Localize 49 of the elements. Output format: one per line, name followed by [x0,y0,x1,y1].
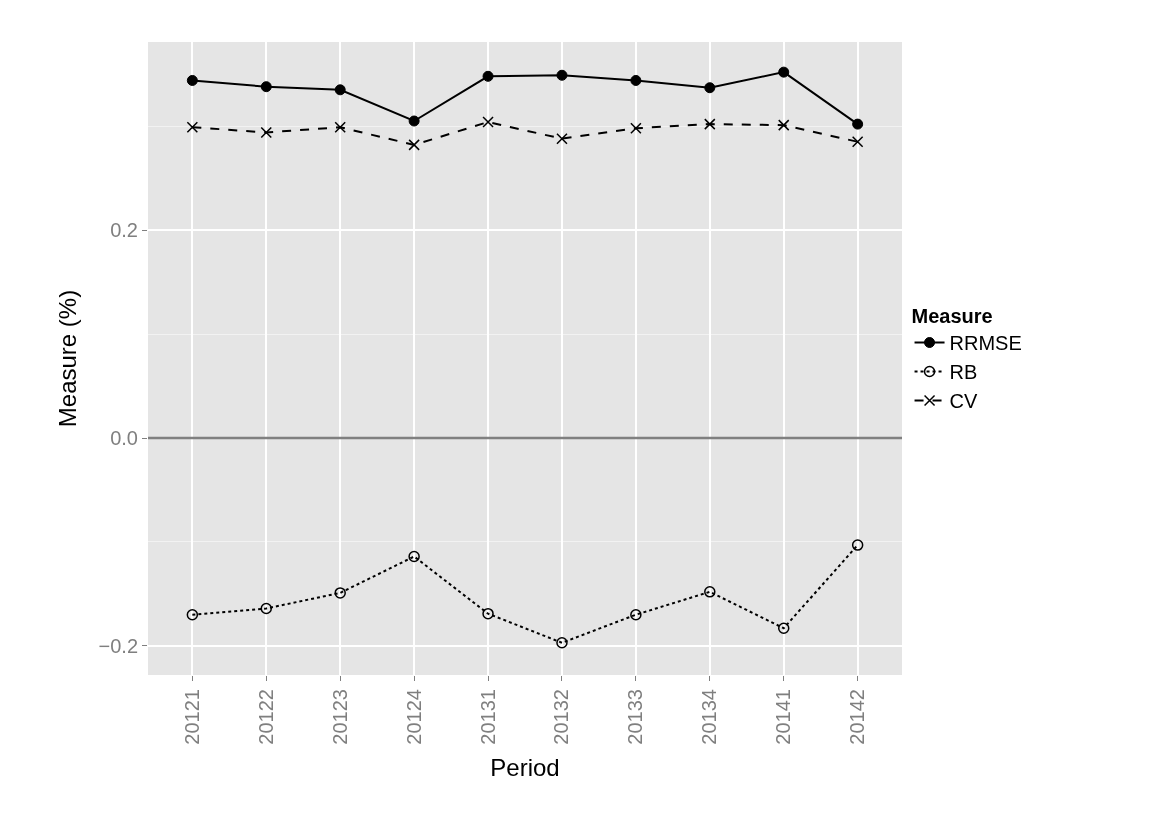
point [334,587,346,599]
x-tick-label: 20121 [180,689,203,745]
x-tick-label: 20141 [772,689,795,745]
point [630,74,642,86]
point [777,119,790,131]
x-axis-title: Period [490,753,560,781]
point [704,118,716,130]
y-tick-label: 0.2 [110,219,138,242]
point [260,126,273,139]
x-tick-label: 20131 [476,689,499,745]
point [408,139,420,151]
point [556,637,568,649]
x-tick-label: 20133 [624,689,647,745]
point [482,116,494,128]
x-tick-label: 20124 [402,689,425,745]
point [408,115,420,127]
point [851,136,864,148]
legend-label: CV [949,390,978,413]
x-tick-label: 20122 [254,689,277,745]
point [556,132,568,145]
x-tick-label: 20142 [846,689,869,745]
point [704,586,716,598]
point [630,608,642,621]
y-tick-label: −0.2 [98,634,138,657]
point [260,81,272,93]
x-tick-label: 20134 [698,689,721,745]
point [630,122,642,135]
x-tick-label: 20123 [328,689,351,745]
point [334,84,346,96]
point [186,74,198,86]
point [186,121,199,133]
point [778,66,790,78]
point [482,607,494,620]
y-axis-title: Measure (%) [53,289,81,428]
point [408,550,420,563]
point [851,539,864,551]
point [260,602,273,615]
point [852,118,864,130]
legend-title: Measure [911,305,993,327]
point [704,82,716,94]
point [482,70,494,82]
y-tick-label: 0.0 [110,427,138,450]
x-tick-label: 20132 [550,689,573,745]
point [186,608,199,621]
point [556,69,568,81]
legend-label: RRMSE [949,332,1022,355]
legend-label: RB [949,361,978,384]
point [777,622,790,634]
point [334,121,346,133]
